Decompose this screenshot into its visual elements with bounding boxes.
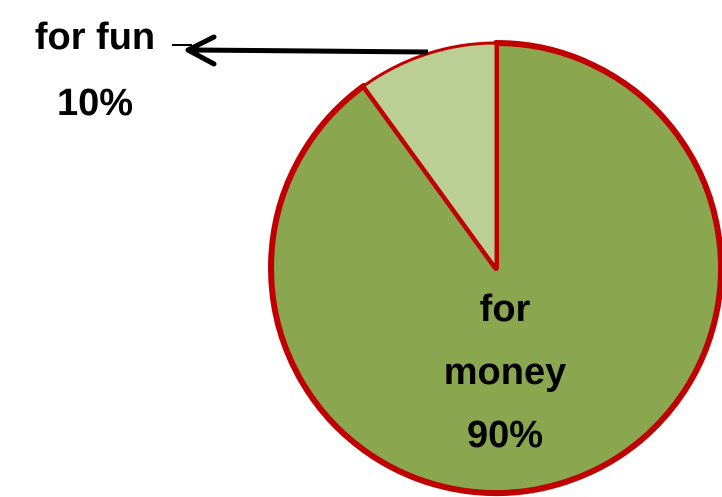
value-label: 90% [466, 414, 544, 456]
arrow-shaft [191, 47, 429, 55]
pie [268, 40, 722, 496]
label-fun: for fun 10% [0, 4, 190, 136]
value-label: 10% [56, 82, 134, 124]
category-label: for money [443, 288, 567, 393]
category-label: for fun [34, 16, 156, 58]
arrow-head [185, 34, 217, 67]
label-money: for money 90% [415, 278, 595, 467]
